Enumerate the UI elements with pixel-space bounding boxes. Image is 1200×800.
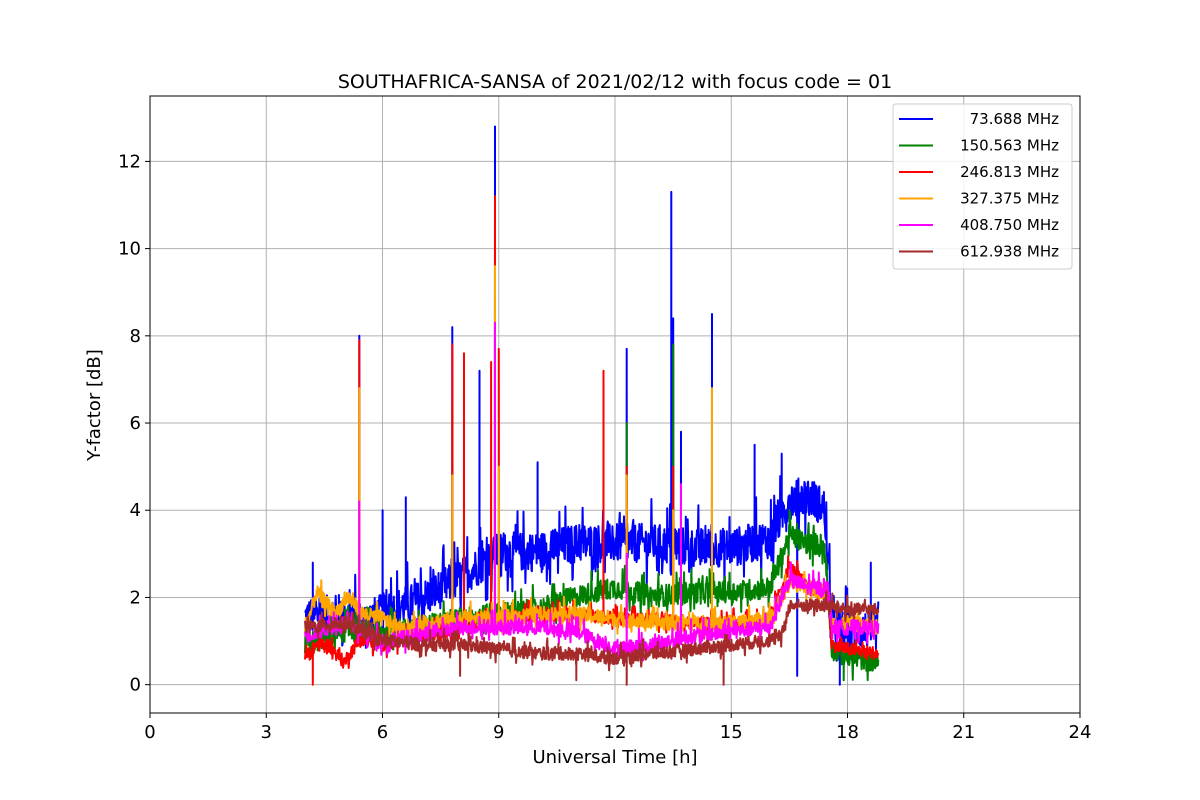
series-line-6	[304, 590, 880, 686]
y-axis-label: Y-factor [dB]	[84, 349, 105, 462]
legend-label-5: 408.750 MHz	[960, 216, 1059, 234]
x-tick-label: 3	[261, 722, 272, 743]
legend-label-6: 612.938 MHz	[960, 243, 1059, 261]
y-tick-label: 12	[118, 151, 141, 172]
y-tick-label: 4	[130, 500, 141, 521]
x-axis-label: Universal Time [h]	[532, 747, 697, 768]
legend-label-4: 327.375 MHz	[960, 190, 1059, 208]
x-tick-label: 6	[377, 722, 388, 743]
y-tick-label: 6	[130, 413, 141, 434]
legend-label-3: 246.813 MHz	[960, 163, 1059, 181]
legend-label-2: 150.563 MHz	[960, 137, 1059, 155]
y-tick-label: 8	[130, 326, 141, 347]
legend-label-1: 73.688 MHz	[970, 110, 1059, 128]
x-tick-label: 24	[1069, 722, 1092, 743]
y-tick-label: 0	[130, 675, 141, 696]
x-tick-label: 0	[144, 722, 155, 743]
x-tick-label: 15	[720, 722, 743, 743]
y-tick-label: 10	[118, 239, 141, 260]
y-tick-label: 2	[130, 587, 141, 608]
x-tick-label: 18	[836, 722, 859, 743]
x-tick-label: 21	[952, 722, 975, 743]
x-tick-label: 12	[604, 722, 627, 743]
x-tick-label: 9	[493, 722, 504, 743]
legend-box	[892, 103, 1073, 270]
series-line-1	[304, 125, 880, 686]
chart-title: SOUTHAFRICA-SANSA of 2021/02/12 with foc…	[338, 71, 892, 93]
